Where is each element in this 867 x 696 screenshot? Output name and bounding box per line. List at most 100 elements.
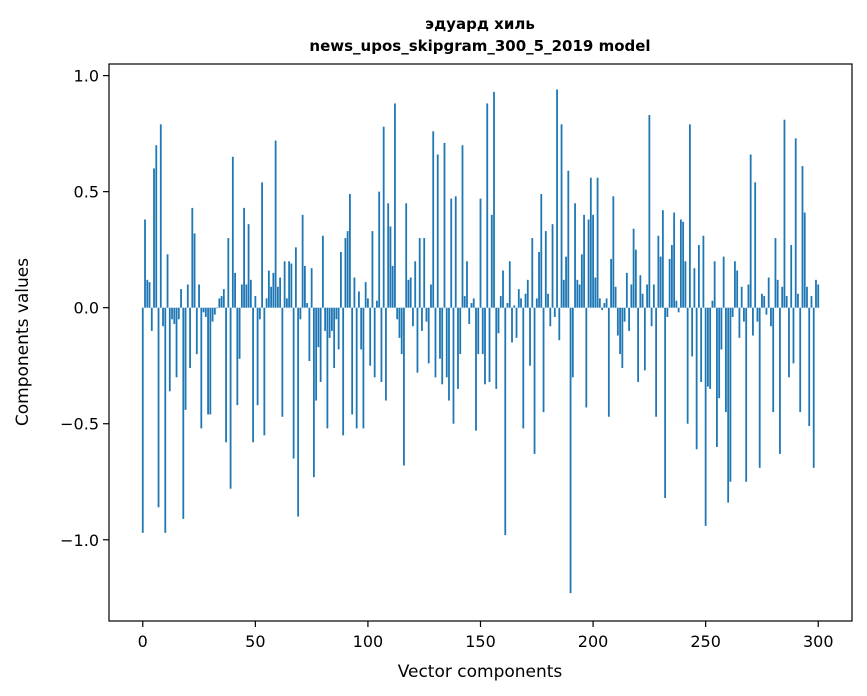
bar-95 xyxy=(355,307,358,429)
bar-101 xyxy=(369,307,372,366)
bar-73 xyxy=(306,303,309,308)
bar-51 xyxy=(256,307,259,406)
bar-79 xyxy=(319,307,322,382)
bar-25 xyxy=(198,284,200,308)
bar-246 xyxy=(695,307,698,450)
bar-27 xyxy=(202,307,205,313)
bar-118 xyxy=(407,279,410,308)
bar-195 xyxy=(580,254,583,308)
bar-207 xyxy=(607,307,610,417)
bar-247 xyxy=(698,245,700,308)
x-tick-label-300: 300 xyxy=(803,632,834,651)
bar-138 xyxy=(452,307,455,424)
bar-273 xyxy=(756,307,759,322)
bar-26 xyxy=(200,307,203,429)
bar-269 xyxy=(747,284,750,308)
bar-190 xyxy=(569,307,572,594)
bar-158 xyxy=(497,307,500,334)
bar-1 xyxy=(144,219,146,308)
bar-147 xyxy=(472,298,475,308)
bar-212 xyxy=(619,307,621,355)
bar-153 xyxy=(486,103,489,308)
bar-45 xyxy=(243,207,245,308)
bar-160 xyxy=(502,270,504,308)
bar-297 xyxy=(810,296,813,308)
bar-61 xyxy=(279,277,282,308)
bar-300 xyxy=(817,284,820,308)
x-tick-label-200: 200 xyxy=(578,632,609,651)
bar-201 xyxy=(594,277,597,308)
bar-265 xyxy=(738,307,741,338)
y-axis-label: Components values xyxy=(13,258,33,426)
bar-165 xyxy=(513,305,516,308)
bar-112 xyxy=(394,103,396,308)
bar-122 xyxy=(416,307,419,373)
bar-35 xyxy=(220,296,223,308)
bar-230 xyxy=(659,256,662,308)
bar-135 xyxy=(445,307,448,378)
bar-261 xyxy=(729,307,732,482)
bar-99 xyxy=(364,282,367,308)
bar-162 xyxy=(506,303,509,308)
bar-53 xyxy=(261,182,263,308)
bar-132 xyxy=(439,307,441,359)
bar-91 xyxy=(346,231,349,308)
bar-205 xyxy=(603,303,606,308)
bar-110 xyxy=(389,226,392,308)
bar-227 xyxy=(652,284,655,308)
bar-283 xyxy=(779,307,781,454)
bar-56 xyxy=(267,270,270,308)
bar-114 xyxy=(398,307,401,338)
y-tick-label-3: 0.5 xyxy=(74,183,99,202)
bar-292 xyxy=(799,307,802,413)
bar-223 xyxy=(643,307,646,371)
bar-85 xyxy=(333,307,336,369)
bar-113 xyxy=(396,307,399,320)
bar-222 xyxy=(641,293,644,308)
bar-278 xyxy=(767,277,770,308)
bar-255 xyxy=(716,307,718,447)
bar-3 xyxy=(148,282,151,308)
bar-224 xyxy=(646,284,649,308)
bar-287 xyxy=(788,307,790,378)
bar-46 xyxy=(245,284,248,308)
bar-146 xyxy=(470,303,473,308)
bar-268 xyxy=(745,307,748,482)
bar-66 xyxy=(290,263,293,308)
bar-176 xyxy=(538,251,540,308)
bar-93 xyxy=(351,307,354,415)
bar-10 xyxy=(164,307,167,533)
bar-90 xyxy=(344,238,347,308)
bar-175 xyxy=(535,298,538,308)
bar-156 xyxy=(493,91,495,308)
bar-130 xyxy=(434,307,437,378)
bar-257 xyxy=(720,307,723,350)
bar-121 xyxy=(414,261,417,308)
bar-235 xyxy=(670,245,673,308)
bar-193 xyxy=(576,279,579,308)
bar-211 xyxy=(616,307,619,336)
bar-144 xyxy=(466,261,468,308)
bar-32 xyxy=(213,307,216,315)
bar-33 xyxy=(216,307,218,309)
bar-209 xyxy=(612,196,615,308)
bar-140 xyxy=(457,307,459,389)
bar-134 xyxy=(443,142,446,308)
bar-198 xyxy=(587,219,590,308)
bar-67 xyxy=(292,307,295,459)
bar-229 xyxy=(657,235,660,308)
bar-243 xyxy=(688,124,691,308)
bar-37 xyxy=(225,307,227,443)
bar-19 xyxy=(184,307,187,410)
bar-274 xyxy=(758,307,761,468)
bar-256 xyxy=(718,307,721,399)
bar-296 xyxy=(808,307,811,427)
bar-89 xyxy=(342,307,345,436)
bar-70 xyxy=(299,307,302,320)
bar-80 xyxy=(321,235,324,308)
bar-267 xyxy=(743,307,745,322)
bar-30 xyxy=(209,307,212,415)
bar-204 xyxy=(601,307,603,311)
x-tick-label-150: 150 xyxy=(465,632,496,651)
bar-239 xyxy=(679,219,682,308)
